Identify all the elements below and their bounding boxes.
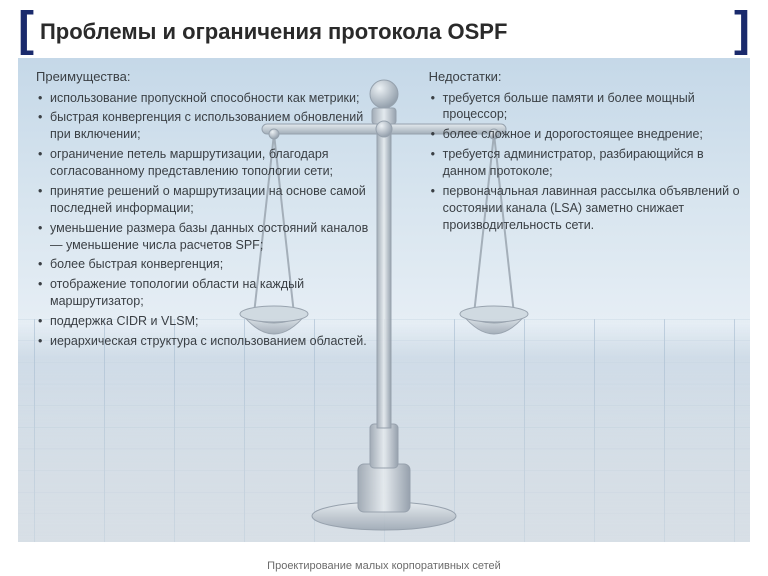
- list-item: требуется администратор, разбирающийся в…: [429, 146, 746, 180]
- list-item: отображение топологии области на каждый …: [36, 276, 371, 310]
- columns: Преимущества: использование пропускной с…: [18, 58, 750, 542]
- bracket-right-icon: ]: [734, 6, 750, 54]
- disadvantages-heading: Недостатки:: [419, 68, 746, 86]
- list-item: использование пропускной способности как…: [36, 90, 371, 107]
- disadvantages-list: требуется больше памяти и более мощный п…: [419, 90, 746, 234]
- advantages-column: Преимущества: использование пропускной с…: [26, 68, 371, 542]
- list-item: ограничение петель маршрутизации, благод…: [36, 146, 371, 180]
- footer-text: Проектирование малых корпоративных сетей: [0, 560, 768, 572]
- advantages-list: использование пропускной способности как…: [26, 90, 371, 350]
- list-item: требуется больше памяти и более мощный п…: [429, 90, 746, 124]
- content-area: Преимущества: использование пропускной с…: [18, 58, 750, 542]
- list-item: более быстрая конвергенция;: [36, 256, 371, 273]
- bracket-left-icon: [: [18, 6, 34, 54]
- list-item: иерархическая структура с использованием…: [36, 333, 371, 350]
- slide-title: Проблемы и ограничения протокола OSPF: [40, 15, 507, 45]
- list-item: принятие решений о маршрутизации на осно…: [36, 183, 371, 217]
- list-item: быстрая конвергенция с использованием об…: [36, 109, 371, 143]
- list-item: поддержка CIDR и VLSM;: [36, 313, 371, 330]
- disadvantages-column: Недостатки: требуется больше памяти и бо…: [411, 68, 746, 542]
- list-item: первоначальная лавинная рассылка объявле…: [429, 183, 746, 234]
- title-bar: [ Проблемы и ограничения протокола OSPF …: [0, 0, 768, 58]
- list-item: более сложное и дорогостоящее внедрение;: [429, 126, 746, 143]
- list-item: уменьшение размера базы данных состояний…: [36, 220, 371, 254]
- advantages-heading: Преимущества:: [26, 68, 371, 86]
